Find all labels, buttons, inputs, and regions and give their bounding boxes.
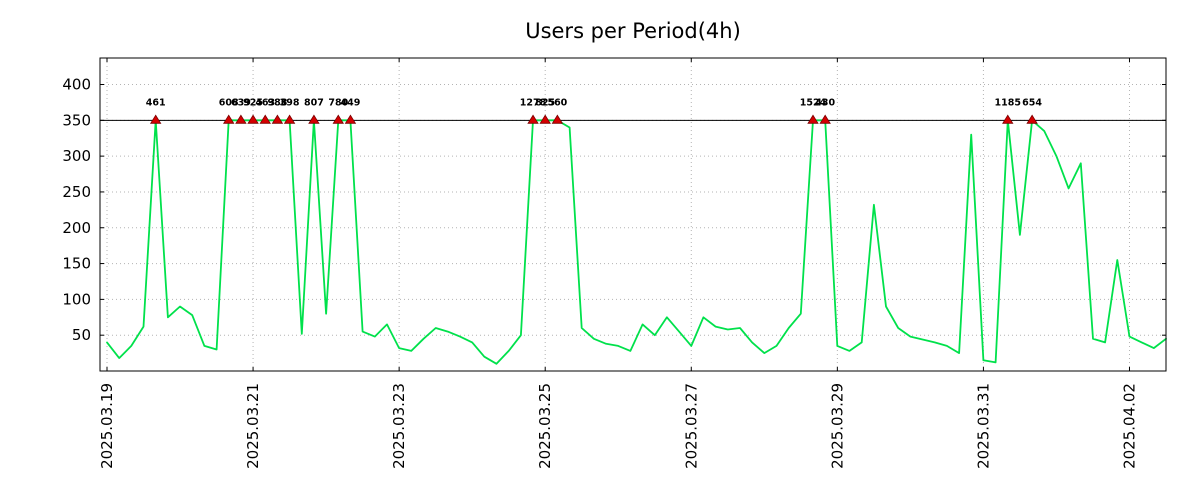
peak-value-label: 608 bbox=[219, 97, 239, 108]
peak-marker-triangle bbox=[283, 114, 296, 124]
peak-value-label: 780 bbox=[328, 97, 348, 108]
peak-marker-triangle bbox=[551, 114, 564, 124]
peak-marker-triangle bbox=[1026, 114, 1038, 124]
peak-marker-triangle bbox=[1002, 114, 1014, 124]
peak-value-label: 1278 bbox=[520, 97, 547, 108]
y-tick-label: 200 bbox=[62, 219, 91, 237]
peak-value-label: 654 bbox=[1022, 97, 1042, 108]
peak-value-label: 1524 bbox=[800, 97, 827, 108]
peak-marker-triangle bbox=[271, 114, 284, 124]
y-tick-label: 250 bbox=[62, 183, 91, 201]
peak-marker-triangle bbox=[247, 114, 259, 124]
peak-value-label: 463 bbox=[255, 97, 275, 108]
y-tick-label: 350 bbox=[62, 111, 91, 129]
peak-value-label: 560 bbox=[547, 97, 567, 108]
peak-marker-triangle bbox=[807, 114, 819, 124]
chart-title: Users per Period(4h) bbox=[525, 19, 741, 43]
peak-value-label: 988 bbox=[267, 97, 287, 108]
peak-marker-triangle bbox=[223, 114, 235, 124]
y-tick-label: 50 bbox=[72, 326, 91, 344]
peak-value-label: 807 bbox=[304, 97, 324, 108]
peak-value-label: 461 bbox=[146, 97, 166, 108]
peak-marker-triangle bbox=[332, 114, 344, 124]
x-tick-label: 2025.03.21 bbox=[244, 383, 262, 469]
x-tick-label: 2025.03.23 bbox=[390, 383, 408, 469]
peak-value-label: 1185 bbox=[995, 97, 1021, 108]
x-tick-label: 2025.03.29 bbox=[828, 383, 846, 469]
peak-value-label: 398 bbox=[280, 97, 300, 108]
peak-marker-triangle bbox=[527, 114, 539, 124]
y-tick-label: 300 bbox=[62, 147, 91, 165]
peak-marker-triangle bbox=[235, 114, 247, 124]
plot-border bbox=[99, 57, 1167, 372]
peak-value-label: 449 bbox=[341, 97, 361, 108]
peak-value-label: 430 bbox=[815, 97, 835, 108]
x-tick-label: 2025.03.19 bbox=[98, 383, 116, 469]
peak-marker-triangle bbox=[344, 114, 357, 124]
y-tick-label: 150 bbox=[62, 255, 91, 273]
x-tick-label: 2025.03.31 bbox=[974, 383, 992, 469]
peak-value-label: 825 bbox=[535, 97, 555, 108]
peak-marker-triangle bbox=[539, 114, 551, 124]
peak-value-label: 639 bbox=[231, 97, 251, 108]
x-tick-label: 2025.03.25 bbox=[536, 383, 554, 469]
peak-value-label: 925 bbox=[243, 97, 263, 108]
peak-marker-triangle bbox=[308, 114, 320, 124]
x-tick-label: 2025.03.27 bbox=[682, 383, 700, 469]
y-tick-label: 400 bbox=[62, 76, 91, 94]
peak-marker-triangle bbox=[819, 114, 831, 124]
peak-marker-triangle bbox=[149, 114, 162, 124]
y-tick-label: 100 bbox=[62, 290, 91, 308]
users-series-line bbox=[106, 119, 1167, 365]
peak-marker-triangle bbox=[259, 114, 271, 124]
x-tick-label: 2025.04.02 bbox=[1120, 383, 1138, 469]
